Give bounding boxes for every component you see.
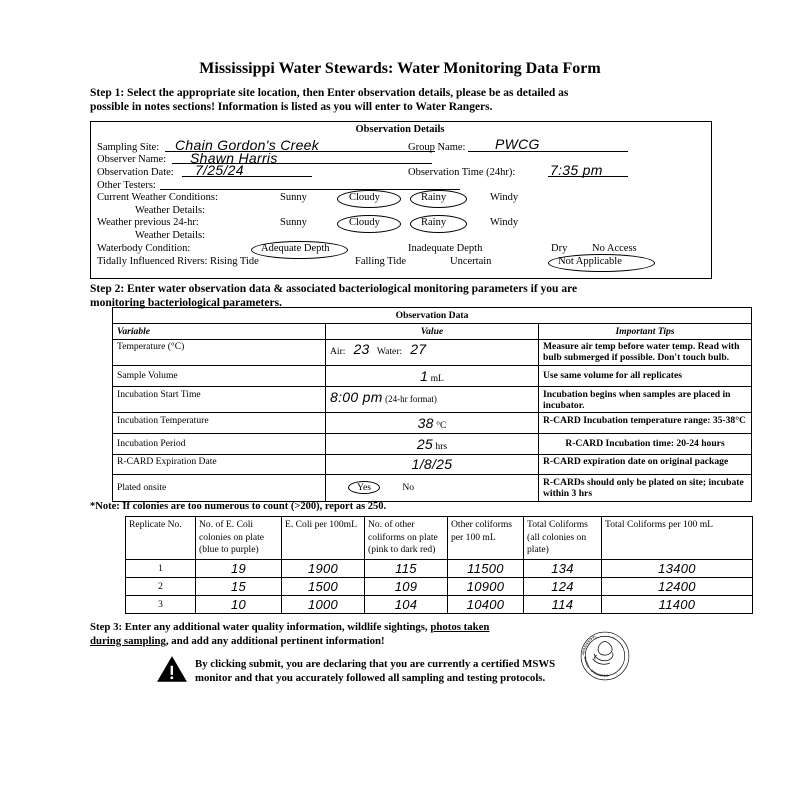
svg-text:WATER • STEWARDS •: WATER • STEWARDS • (583, 656, 611, 678)
